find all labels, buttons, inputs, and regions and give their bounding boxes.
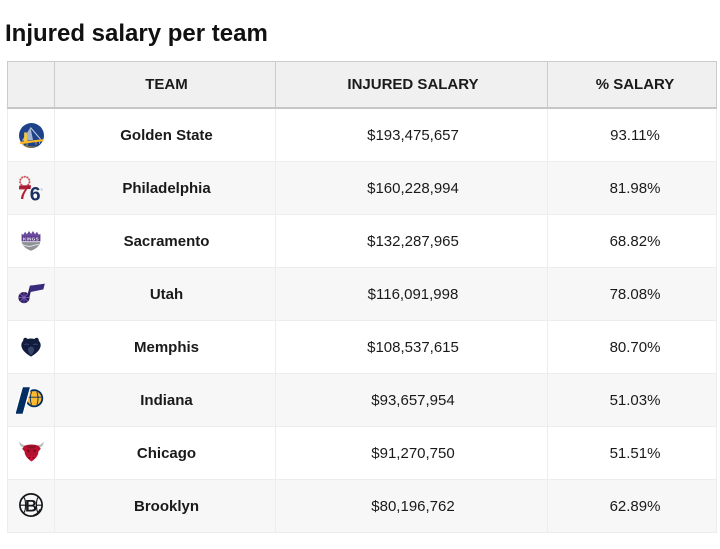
svg-text:6: 6 xyxy=(30,184,41,201)
svg-text:7: 7 xyxy=(19,185,28,201)
svg-text:KINGS: KINGS xyxy=(23,236,39,241)
svg-text:B: B xyxy=(25,496,37,515)
